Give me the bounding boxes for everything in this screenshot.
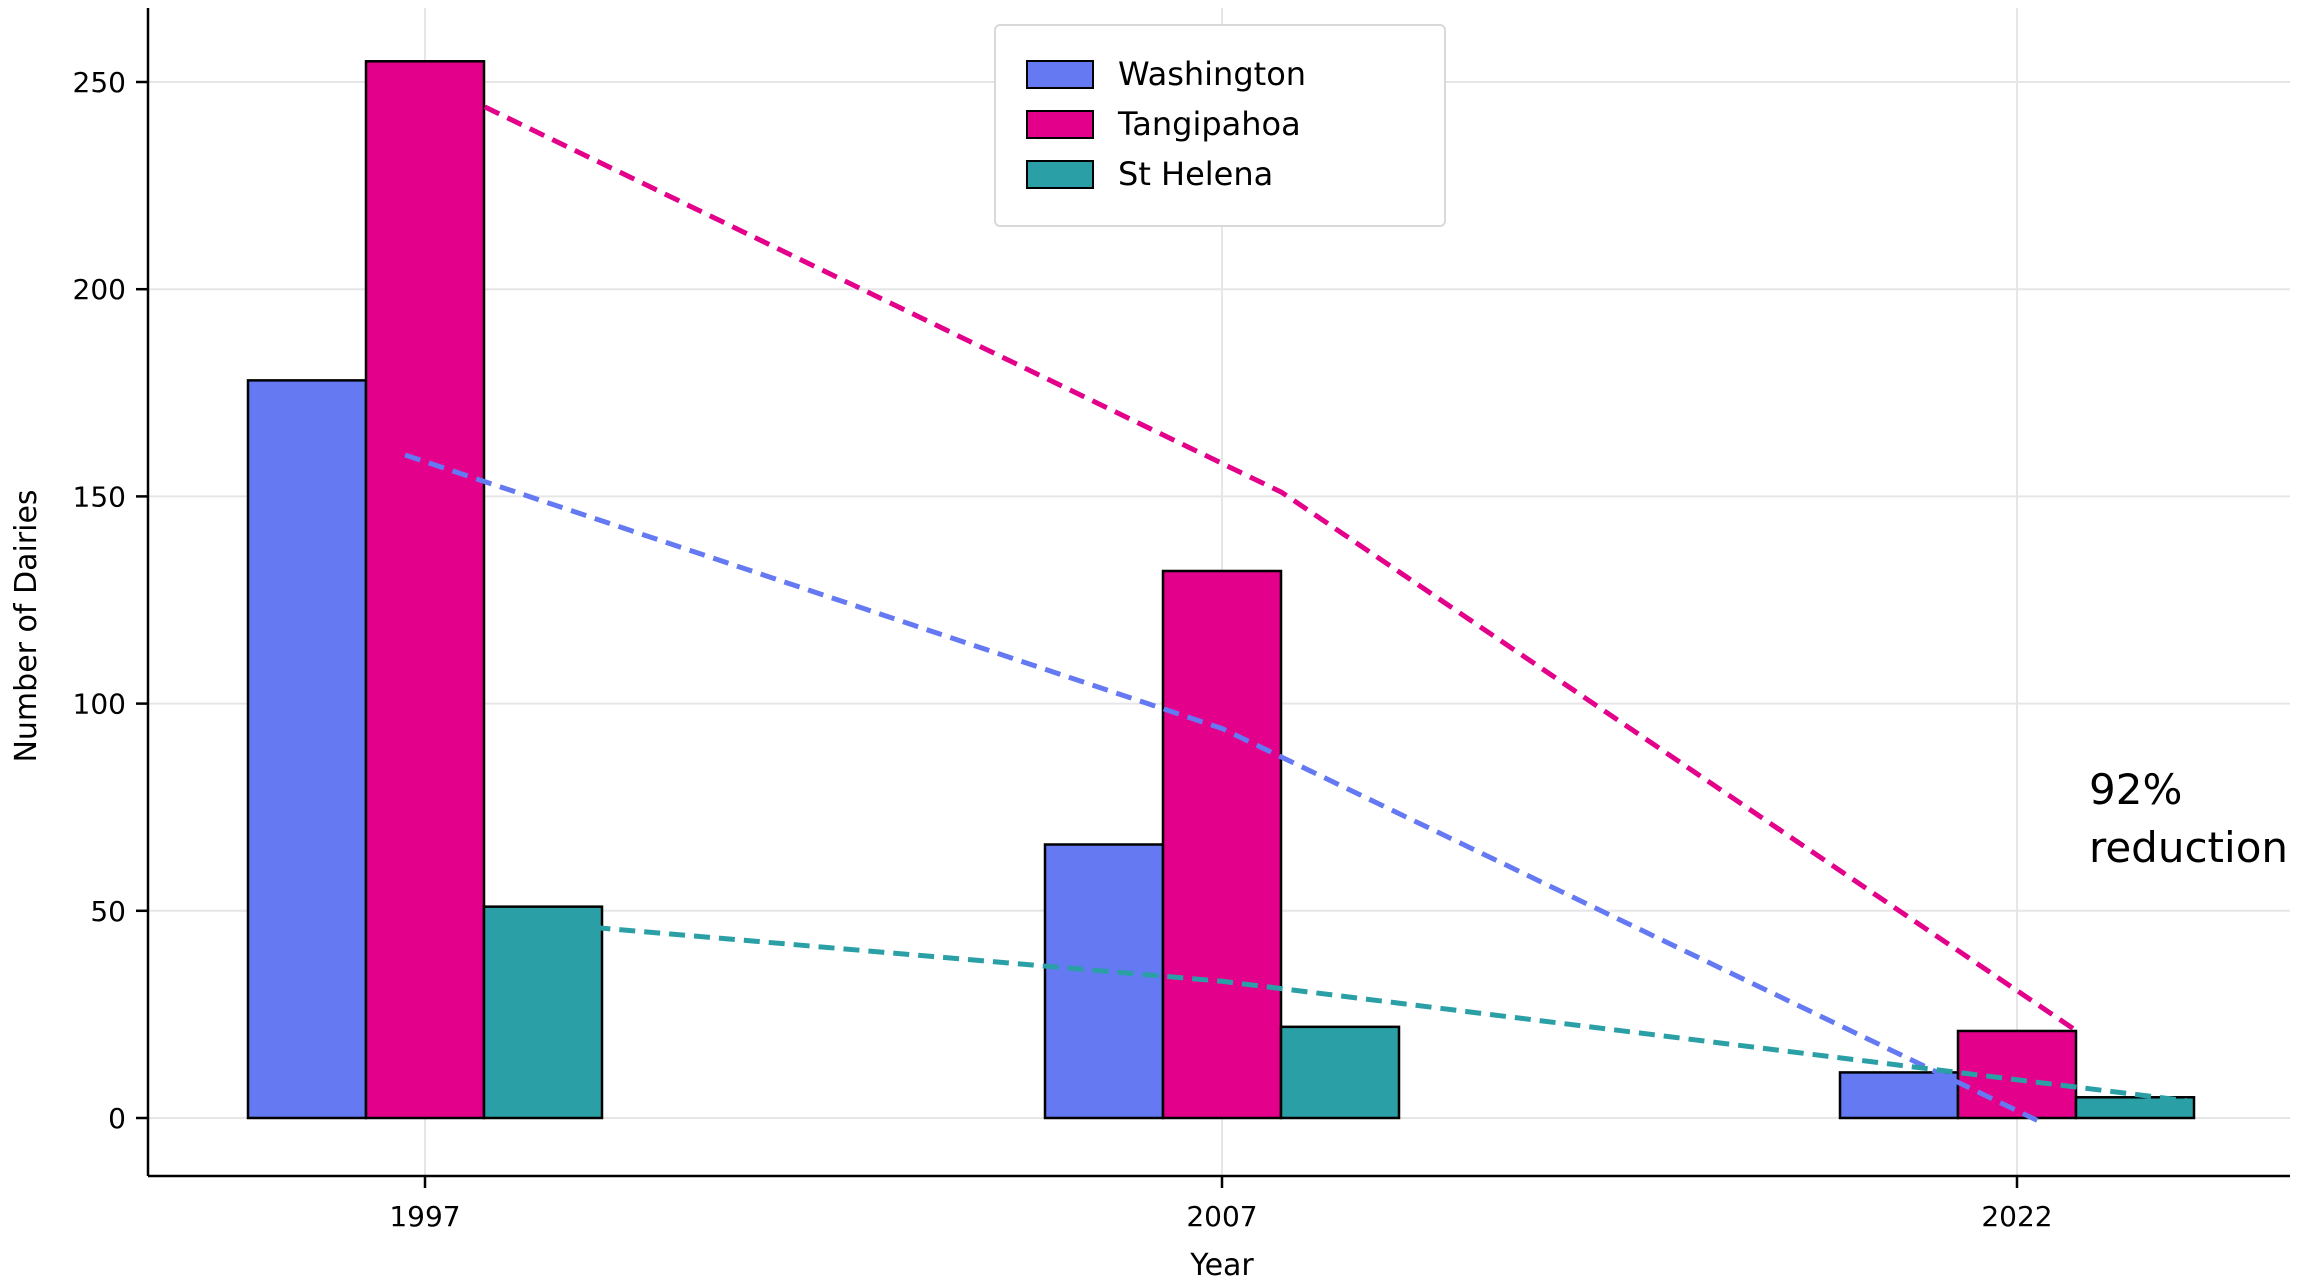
trend-line-tangipahoa [483,104,2079,1034]
annotation-line-1: 92% [2089,765,2182,814]
y-tick-label-0: 0 [108,1102,126,1135]
legend-swatch-washington [1026,60,1094,89]
legend-label-tangipahoa: Tangipahoa [1117,105,1301,143]
y-tick-label-100: 100 [73,688,126,721]
x-tick-label-1997: 1997 [389,1200,460,1233]
y-tick-label-150: 150 [73,480,126,513]
y-tick-label-200: 200 [73,273,126,306]
legend-entry-tangipahoa: Tangipahoa [1026,105,1301,143]
legend-label-washington: Washington [1118,55,1306,93]
bar-tangipahoa-2022 [1956,1029,2078,1120]
legend: Washington Tangipahoa St Helena [994,24,1446,227]
bar-tangipahoa-1997 [364,60,486,1120]
y-axis-label: Number of Dairies [9,489,44,762]
bar-washington-2007 [1043,843,1165,1120]
ticks-layer: 0 50 100 150 200 250 1997 2007 2022 [73,66,2053,1233]
trend-line-washington [404,452,2042,1125]
legend-swatch-st-helena [1026,160,1094,189]
x-tick-label-2022: 2022 [1981,1200,2052,1233]
legend-frame [994,24,1446,227]
axes-layer [146,8,2290,1178]
bars-layer [246,60,2196,1120]
legend-entry-st-helena: St Helena [1026,155,1273,193]
bar-washington-2022 [1838,1071,1960,1120]
y-tick-label-50: 50 [90,895,126,928]
annotation: 92% reduction [2089,765,2288,872]
legend-label-st-helena: St Helena [1118,155,1273,193]
bar-washington-1997 [246,379,368,1120]
bar-st-helena-2022 [2074,1096,2196,1120]
bar-st-helena-2007 [1279,1025,1401,1120]
y-tick-label-250: 250 [73,66,126,99]
trend-line-st-helena [544,920,2193,1104]
x-axis-label: Year [1189,1248,1254,1278]
annotation-line-2: reduction [2089,823,2288,872]
x-tick-label-2007: 2007 [1186,1200,1257,1233]
legend-swatch-tangipahoa [1026,110,1094,139]
trend-lines-layer [404,104,2193,1125]
bar-st-helena-1997 [482,905,604,1120]
legend-entry-washington: Washington [1026,55,1306,93]
bar-tangipahoa-2007 [1161,569,1283,1120]
